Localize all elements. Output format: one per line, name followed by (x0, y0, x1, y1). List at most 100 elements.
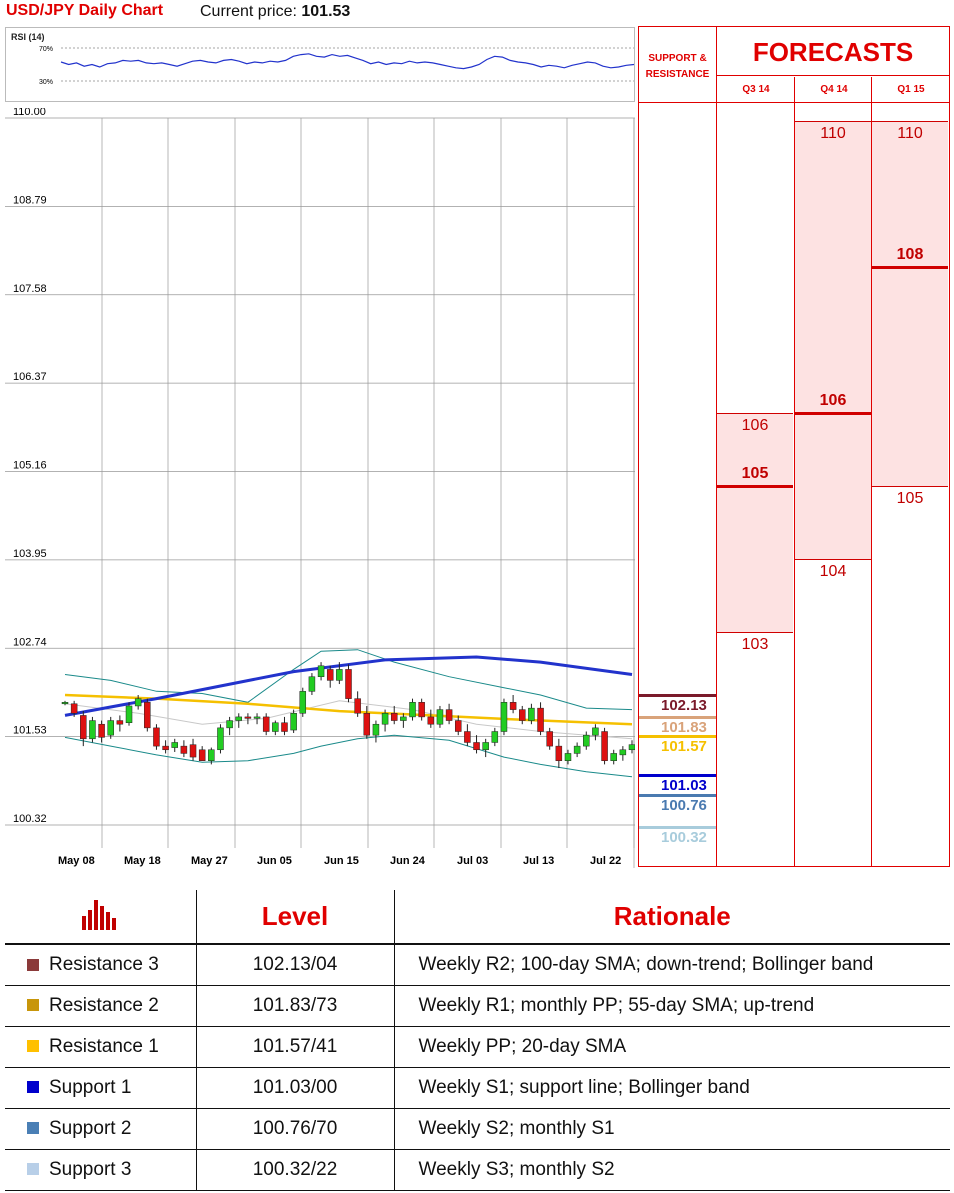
candle-body (464, 731, 471, 743)
forecast-high-value: 110 (897, 125, 923, 142)
candle-body (262, 716, 270, 732)
forecast-main-line (872, 266, 948, 270)
candle-body (509, 702, 517, 710)
row-name-cell: Resistance 3 (5, 944, 197, 986)
forecast-low-value: 105 (896, 490, 924, 508)
candle-body (500, 702, 508, 732)
candle-body (189, 744, 197, 758)
y-tick-label: 108.79 (13, 194, 47, 206)
candle-body (70, 703, 78, 714)
row-name-cell: Support 3 (5, 1149, 197, 1191)
candle-body (400, 716, 407, 721)
candle-body (98, 723, 105, 738)
candle-body (89, 720, 96, 740)
row-level: 100.32/22 (196, 1149, 395, 1191)
price-chart-svg: 110.00 108.79 107.58 106.37 105.16 103.95 102.… (5, 106, 636, 868)
row-name: Resistance 3 (49, 953, 159, 975)
candle-body (537, 707, 544, 732)
candle-body (628, 744, 636, 751)
forecast-low-line (795, 559, 871, 561)
table-row: Support 2 100.76/70 Weekly S2; monthly S1 (5, 1108, 950, 1150)
forecasts-title: FORECASTS (717, 27, 949, 76)
row-rationale: Weekly R2; 100-day SMA; down-trend; Boll… (394, 944, 950, 986)
quarter-header-q3-14: Q3 14 (717, 77, 795, 103)
forecast-high-line (717, 413, 793, 415)
sr-level-line (639, 693, 716, 697)
sma100-line (64, 655, 633, 717)
sr-heading-line-2: RESISTANCE (645, 69, 710, 80)
sr-level-line (639, 826, 716, 829)
table-row: Resistance 2 101.83/73 Weekly R1; monthly … (5, 985, 950, 1027)
forecast-low-line (717, 632, 793, 634)
row-name: Resistance 1 (49, 1035, 159, 1057)
candle-body (610, 753, 617, 761)
row-name-cell: Resistance 1 (5, 1026, 197, 1068)
candle-body (171, 742, 178, 748)
x-tick-label: Jun 15 (324, 855, 359, 867)
forecast-main-line (795, 412, 871, 416)
candle-body (345, 669, 352, 699)
candle-body (354, 698, 361, 714)
x-tick-label: Jul 13 (523, 855, 554, 867)
candle-body (555, 745, 563, 761)
candle-body (409, 702, 416, 718)
forecast-low-line (872, 486, 948, 488)
candle-body (592, 727, 599, 736)
candle-body (180, 745, 188, 754)
candle-body (299, 691, 307, 714)
sr-level-label: 101.83 (661, 718, 707, 736)
forecast-high-line (872, 121, 948, 122)
row-level: 101.83/73 (196, 985, 395, 1027)
candle-body (601, 731, 608, 761)
row-name-cell: Support 2 (5, 1108, 197, 1150)
current-price-label: Current price: 101.53 (200, 3, 350, 21)
sr-level-line (639, 734, 716, 738)
rsi-title: RSI (14) (11, 32, 45, 42)
quarter-header-q4-14: Q4 14 (795, 77, 873, 103)
level-color-swatch (27, 1081, 39, 1094)
candle-body (454, 720, 462, 732)
row-level: 101.57/41 (196, 1026, 395, 1068)
levels-table: Level Rationale Resistance 3 102.13/04 Wee… (5, 890, 950, 1191)
rsi-upper-label: 70% (39, 46, 53, 53)
sr-heading-line-1: SUPPORT & (648, 53, 707, 64)
x-tick-label: Jun 05 (257, 855, 292, 867)
quarter-header-q1-15: Q1 15 (872, 77, 950, 103)
row-rationale: Weekly S2; monthly S1 (394, 1108, 950, 1150)
candle-body (317, 665, 325, 677)
table-icon-header (5, 890, 197, 945)
row-rationale: Weekly PP; 20-day SMA (394, 1026, 950, 1068)
forecast-high-value: 106 (741, 417, 769, 435)
sma20-line (64, 700, 633, 740)
candle-body (519, 709, 526, 721)
candle-body (134, 698, 142, 707)
x-tick-label: May 18 (124, 855, 161, 867)
row-rationale: Weekly S1; support line; Bollinger band (394, 1067, 950, 1109)
candle-body (363, 713, 371, 736)
candle-body (482, 742, 489, 751)
candle-body (436, 709, 444, 725)
row-name-cell: Resistance 2 (5, 985, 197, 1027)
candle-body (281, 722, 288, 732)
y-tick-label: 106.37 (13, 371, 47, 383)
y-tick-label: 102.74 (13, 636, 47, 648)
sr-level-label: 101.03 (661, 777, 707, 795)
candle-body (564, 753, 572, 761)
candle-body (244, 716, 252, 719)
candle-body (107, 720, 114, 736)
table-row: Support 1 101.03/00 Weekly S1; support lin… (5, 1067, 950, 1109)
sr-level-label: 100.76 (661, 796, 707, 814)
candle-body (217, 727, 224, 751)
forecast-range-band (872, 121, 948, 487)
forecasts-panel: FORECASTS Q3 14 Q4 14 Q1 15 106 105 103 110… (716, 26, 950, 867)
candle-body (208, 749, 215, 761)
candle-body (336, 669, 343, 681)
candle-body (125, 705, 133, 723)
forecast-main-value: 105 (741, 465, 769, 483)
row-name-cell: Support 1 (5, 1067, 197, 1109)
candle-body (427, 716, 435, 725)
candle-body (144, 702, 151, 729)
forecast-main-value: 108 (896, 246, 924, 264)
candle-body (308, 676, 316, 692)
candle-body (418, 702, 425, 718)
